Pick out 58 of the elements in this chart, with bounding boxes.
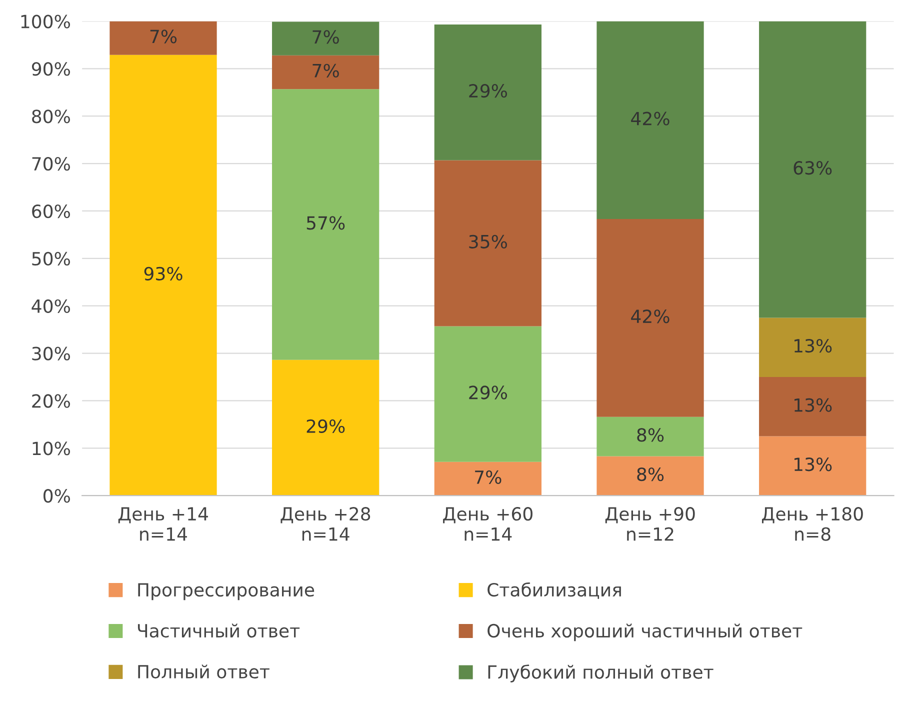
data-label: 57% [306, 216, 345, 230]
legend-label: Глубокий полный ответ [488, 664, 714, 682]
legend-label: Частичный ответ [138, 624, 300, 638]
legend-label: Полный ответ [138, 664, 270, 679]
y-tick-label: 10% [32, 442, 70, 456]
bar [596, 456, 704, 496]
y-tick-label: 90% [32, 62, 70, 76]
bar [596, 219, 704, 417]
y-tick-label: 80% [32, 110, 70, 124]
y-tick-label: 40% [32, 299, 70, 313]
x-tick-label: День +180 n=8 [762, 507, 863, 541]
data-label: 8% [637, 467, 664, 482]
x-tick-label: День +28 n=14 [280, 507, 370, 541]
y-tick-label: 100% [21, 14, 70, 28]
data-label: 29% [469, 386, 507, 400]
x-tick-label: День +90 n=12 [605, 507, 695, 541]
legend-label: Стабилизация [488, 582, 621, 599]
y-tick-label: 50% [32, 252, 70, 266]
bar [434, 24, 542, 160]
bar [596, 21, 704, 220]
x-tick-label: День +14 n=14 [118, 507, 208, 541]
data-label: 42% [631, 112, 670, 126]
data-label: 13% [794, 458, 832, 472]
bar [272, 55, 380, 90]
data-label: 29% [469, 84, 507, 98]
data-label: 29% [306, 419, 345, 434]
data-label: 42% [631, 310, 670, 324]
bar [110, 21, 217, 55]
y-tick-label: 20% [32, 394, 70, 408]
data-label: 7% [150, 30, 177, 44]
legend-label: Прогрессирование [138, 583, 314, 600]
data-label: 7% [312, 30, 339, 44]
data-label: 7% [475, 470, 502, 484]
bar [272, 22, 380, 56]
bar [110, 54, 217, 496]
x-tick-label: День +60 n=14 [443, 507, 532, 541]
data-label: 13% [794, 338, 832, 353]
y-tick-label: 70% [32, 157, 70, 171]
bar [434, 160, 542, 326]
data-label: 8% [637, 428, 664, 442]
bar [434, 462, 542, 496]
bar [272, 360, 380, 496]
data-label: 13% [794, 398, 832, 412]
bar [272, 89, 380, 360]
bar [759, 436, 866, 496]
data-label: 93% [144, 266, 182, 280]
bar [596, 416, 704, 456]
bar [759, 377, 866, 436]
bar [759, 21, 866, 318]
legend-label: Очень хороший частичный ответ [488, 624, 802, 642]
y-tick-label: 60% [32, 204, 70, 218]
data-label: 35% [469, 234, 507, 248]
y-tick-label: 0% [44, 489, 70, 503]
data-label: 63% [794, 161, 832, 175]
y-tick-label: 30% [32, 346, 70, 360]
data-label: 7% [312, 64, 339, 78]
bar [434, 326, 542, 462]
bar [759, 318, 866, 378]
